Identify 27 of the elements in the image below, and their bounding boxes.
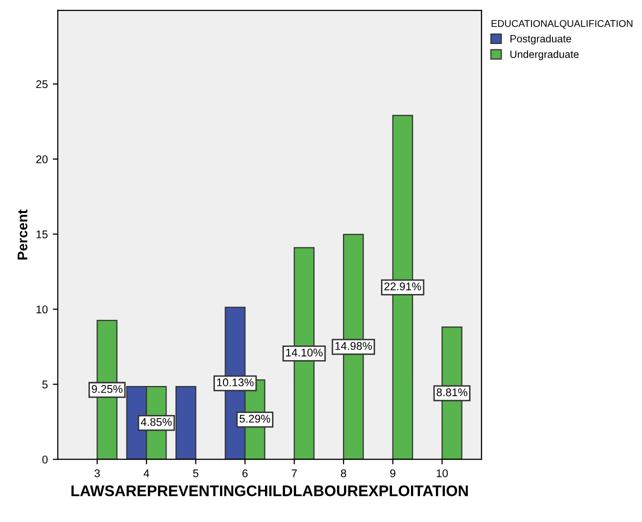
x-tick-label: 10 bbox=[436, 469, 448, 478]
legend-label: Undergraduate bbox=[510, 50, 579, 60]
x-tick-label: 3 bbox=[94, 469, 100, 478]
data-label: 14.10% bbox=[286, 348, 323, 356]
x-tick-label: 6 bbox=[242, 469, 248, 478]
data-label: 4.85% bbox=[140, 418, 172, 426]
y-tick-label: 0 bbox=[42, 456, 48, 464]
data-label: 14.98% bbox=[335, 342, 372, 350]
y-tick-label: 20 bbox=[36, 155, 48, 164]
data-label: 22.91% bbox=[384, 282, 422, 290]
legend-title: EDUCATIONALQUALIFICATION bbox=[492, 20, 632, 29]
y-tick-label: 5 bbox=[42, 380, 48, 388]
y-tick-label: 15 bbox=[36, 230, 48, 238]
data-label: 8.81% bbox=[436, 388, 468, 396]
x-tick-label: 7 bbox=[292, 469, 297, 478]
data-label: 5.29% bbox=[240, 414, 270, 423]
x-tick-label: 9 bbox=[390, 469, 396, 478]
y-tick-label: 25 bbox=[36, 80, 48, 88]
y-tick-label: 10 bbox=[36, 305, 48, 314]
data-label: 9.25% bbox=[92, 385, 122, 393]
x-axis-title: LAWSAREPREVENTINGCHILDLABOUREXPLOITATION bbox=[71, 485, 468, 496]
legend-label: Postgraduate bbox=[510, 34, 572, 44]
data-label: 10.13% bbox=[217, 378, 254, 386]
x-tick-label: 8 bbox=[340, 469, 346, 478]
x-tick-label: 4 bbox=[144, 469, 150, 478]
y-axis-title: Percent bbox=[18, 210, 28, 260]
x-tick-label: 5 bbox=[193, 469, 198, 478]
